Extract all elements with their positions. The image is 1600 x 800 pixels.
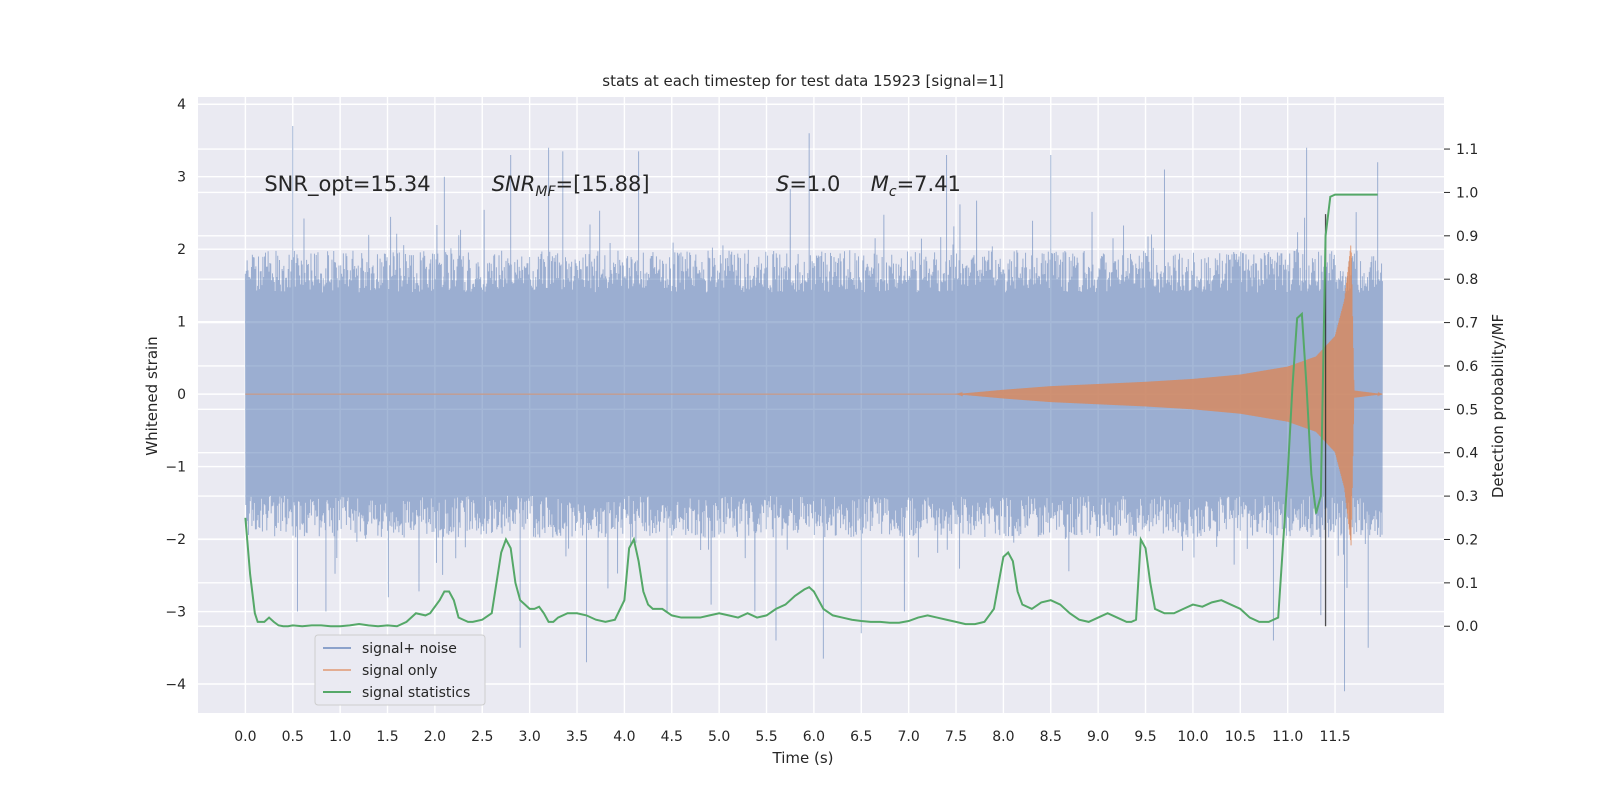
y2-tick-label: 0.5: [1456, 402, 1478, 418]
x-tick-label: 11.0: [1272, 729, 1303, 745]
x-tick-label: 9.0: [1087, 729, 1109, 745]
x-tick-label: 2.5: [471, 729, 493, 745]
y2-tick-label: 0.9: [1456, 229, 1478, 245]
y2-tick-label: 0.1: [1456, 576, 1478, 592]
series-signal-only: [245, 245, 1383, 546]
x-tick-label: 3.5: [566, 729, 588, 745]
x-tick-label: 7.5: [945, 729, 967, 745]
chart-title: stats at each timestep for test data 159…: [602, 72, 1003, 90]
legend-items: signal+ noise signal only signal statistic…: [323, 641, 470, 701]
x-axis-label: Time (s): [772, 749, 834, 767]
y-axis-label: Whitened strain: [143, 336, 161, 455]
y-tick-label: −4: [165, 677, 186, 693]
legend-label: signal+ noise: [362, 641, 457, 657]
series-layer: [244, 125, 1383, 692]
y2-axis-ticks: 0.0 0.1 0.2 0.3 0.4 0.5 0.6 0.7 0.8 0.9 1.0 1.1: [1444, 142, 1478, 635]
x-tick-label: 9.5: [1134, 729, 1156, 745]
series-signal-plus-noise: [244, 125, 1383, 692]
legend-label: signal only: [362, 663, 437, 679]
legend-label: signal statistics: [362, 685, 470, 701]
legend-box: [314, 634, 486, 706]
x-tick-label: 8.0: [992, 729, 1014, 745]
x-tick-label: 6.0: [803, 729, 825, 745]
y2-tick-label: 0.6: [1456, 359, 1478, 375]
x-tick-label: 3.0: [519, 729, 541, 745]
x-tick-label: 4.0: [613, 729, 635, 745]
x-tick-label: 1.0: [329, 729, 351, 745]
x-tick-label: 8.5: [1040, 729, 1062, 745]
y2-axis-label: Detection probability/MF: [1489, 314, 1507, 498]
y-tick-label: −2: [165, 532, 186, 548]
y2-tick-label: 0.3: [1456, 489, 1478, 505]
y-tick-label: −1: [165, 460, 186, 476]
y2-tick-label: 0.4: [1456, 446, 1478, 462]
y2-tick-label: 0.7: [1456, 316, 1478, 332]
y2-tick-label: 0.2: [1456, 532, 1478, 548]
x-tick-label: 11.5: [1319, 729, 1350, 745]
y-tick-label: 3: [177, 170, 186, 186]
y2-tick-label: 0.8: [1456, 272, 1478, 288]
y2-tick-label: 1.1: [1456, 142, 1478, 158]
x-tick-label: 5.0: [708, 729, 730, 745]
y-tick-label: 1: [177, 315, 186, 331]
annotations: SNR_opt=15.34 SNRMF=[15.88] S=1.0 Mc=7.4…: [264, 172, 961, 200]
x-axis-ticks: 0.0 0.5 1.0 1.5 2.0 2.5 3.0 3.5 4.0 4.5 5.0 5.5 6.0 6…: [234, 729, 1350, 745]
x-tick-label: 10.0: [1177, 729, 1208, 745]
y-axis-ticks: −4 −3 −2 −1 0 1 2 3 4: [165, 97, 186, 693]
y2-tick-label: 0.0: [1456, 619, 1478, 635]
y2-tick-label: 1.0: [1456, 185, 1478, 201]
y-tick-label: 4: [177, 97, 186, 113]
series-signal-statistics: [244, 193, 1378, 628]
annotation-snr-opt: SNR_opt=15.34: [264, 172, 430, 197]
x-tick-label: 4.5: [661, 729, 683, 745]
x-tick-label: 0.5: [282, 729, 304, 745]
y-tick-label: 2: [177, 242, 186, 258]
x-tick-label: 5.5: [755, 729, 777, 745]
x-tick-label: 1.5: [376, 729, 398, 745]
x-tick-label: 7.0: [898, 729, 920, 745]
x-tick-label: 2.0: [424, 729, 446, 745]
annotation-mc: Mc=7.41: [871, 172, 961, 200]
y-tick-label: −3: [165, 605, 186, 621]
x-tick-label: 6.5: [850, 729, 872, 745]
annotation-s: S=1.0: [776, 172, 840, 196]
y-tick-label: 0: [177, 387, 186, 403]
legend: signal+ noise signal only signal statistic…: [314, 634, 486, 706]
x-tick-label: 0.0: [234, 729, 256, 745]
annotation-snr-mf: SNRMF=[15.88]: [492, 172, 650, 200]
x-tick-label: 10.5: [1225, 729, 1256, 745]
